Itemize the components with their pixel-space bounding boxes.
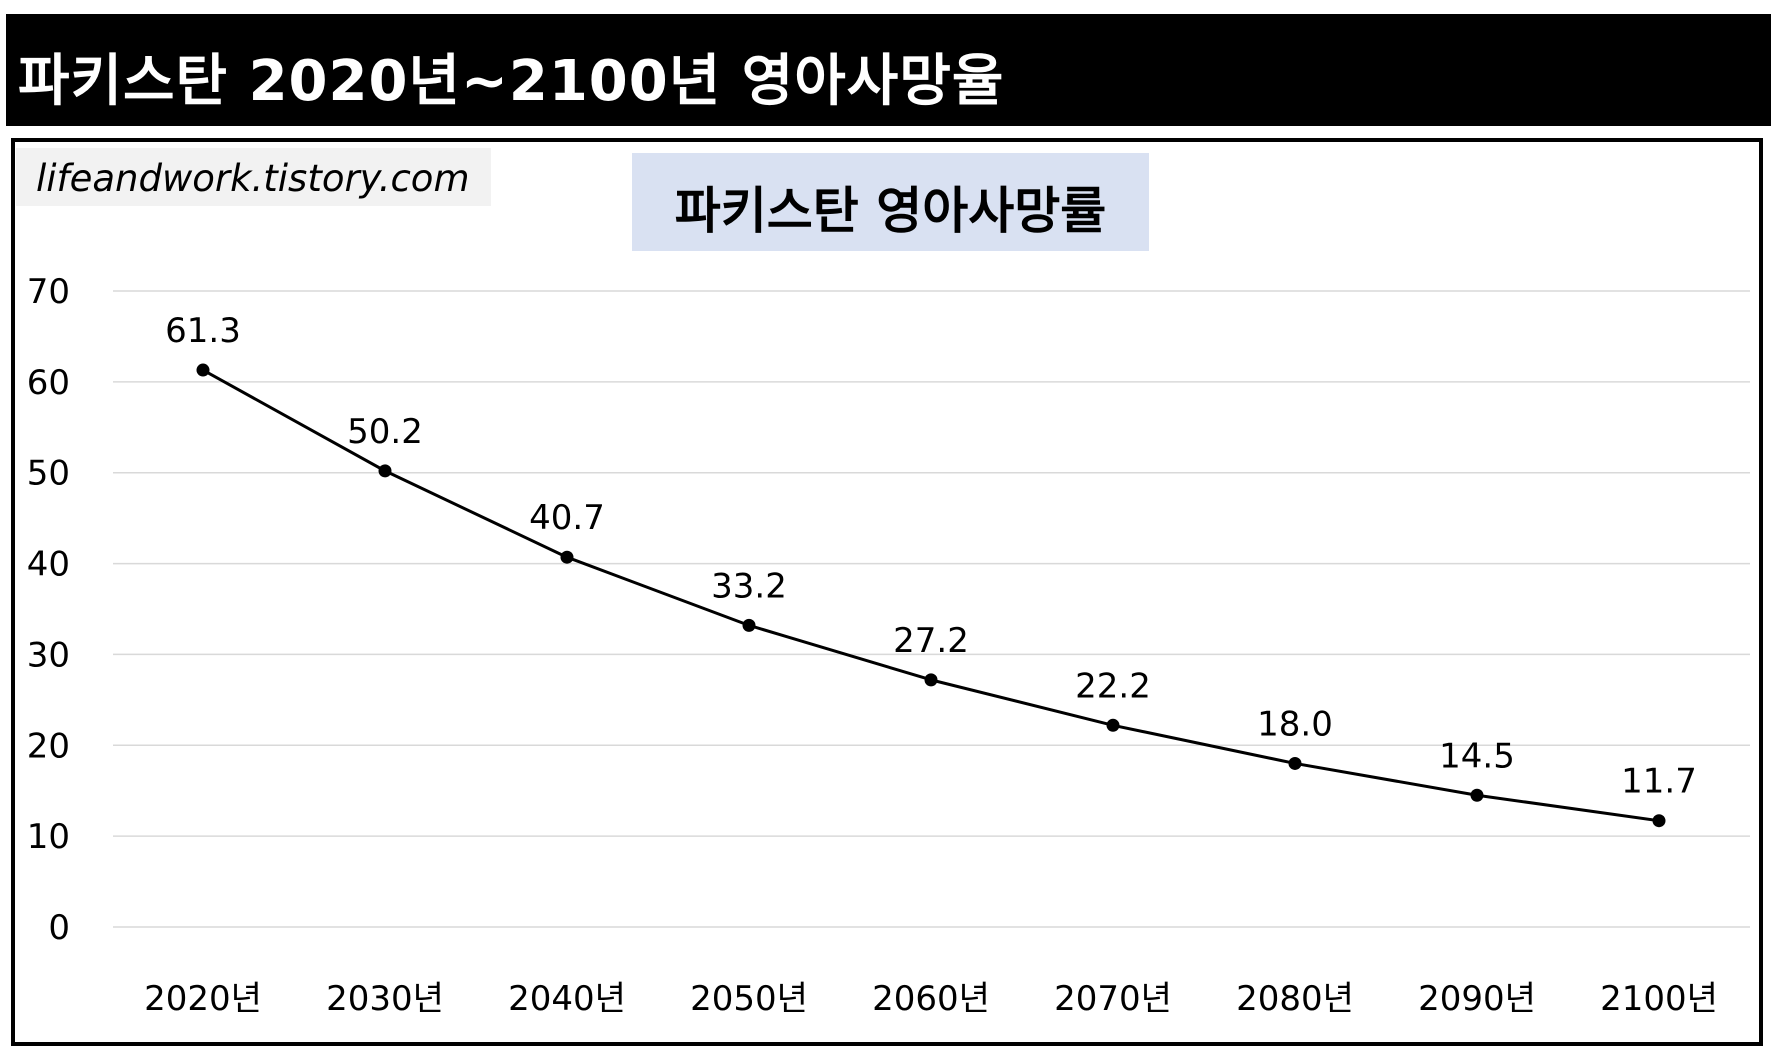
x-tick-label: 2070년 <box>1054 979 1172 1019</box>
data-point <box>924 673 938 687</box>
chart-title-box: 파키스탄 영아사망률 <box>632 153 1149 251</box>
x-tick-label: 2080년 <box>1236 979 1354 1019</box>
data-label: 11.7 <box>1621 762 1697 802</box>
x-tick-label: 2100년 <box>1600 979 1718 1019</box>
data-point <box>1470 788 1484 802</box>
chart-title: 파키스탄 영아사망률 <box>674 182 1107 240</box>
x-axis-ticks: 2020년 2030년 2040년 2050년 2060년 2070년 2080년 2090년… <box>144 979 1718 1019</box>
chart-frame <box>11 138 1763 1046</box>
x-tick-label: 2030년 <box>326 979 444 1019</box>
y-axis-ticks: 0 10 20 30 40 50 60 70 <box>27 272 70 948</box>
top-banner: 파키스탄 2020년~2100년 영아사망율 <box>6 14 1771 126</box>
data-label: 40.7 <box>529 498 605 538</box>
data-label: 22.2 <box>1075 666 1151 706</box>
y-tick-label: 40 <box>27 545 70 585</box>
data-point <box>1652 814 1666 828</box>
data-label: 33.2 <box>711 566 787 606</box>
data-point <box>1288 756 1302 770</box>
banner-title: 파키스탄 2020년~2100년 영아사망율 <box>18 49 1005 114</box>
data-label: 27.2 <box>893 621 969 661</box>
gridlines <box>113 290 1750 928</box>
y-tick-label: 20 <box>27 726 70 766</box>
y-tick-label: 50 <box>27 454 70 494</box>
data-label: 14.5 <box>1439 736 1515 776</box>
x-tick-label: 2020년 <box>144 979 262 1019</box>
x-tick-label: 2060년 <box>872 979 990 1019</box>
data-labels: 61.3 50.2 40.7 33.2 27.2 22.2 18.0 14.5 11.7 <box>165 311 1697 802</box>
data-point <box>742 618 756 632</box>
x-tick-label: 2040년 <box>508 979 626 1019</box>
data-label: 50.2 <box>347 412 423 452</box>
data-point <box>378 464 392 478</box>
data-label: 61.3 <box>165 311 241 351</box>
data-point <box>560 550 574 564</box>
data-label: 18.0 <box>1257 704 1333 744</box>
data-point <box>196 363 210 377</box>
watermark-text: lifeandwork.tistory.com <box>36 157 470 200</box>
y-tick-label: 60 <box>27 363 70 403</box>
series-line-group <box>196 363 1666 828</box>
y-tick-label: 0 <box>48 908 70 948</box>
y-tick-label: 30 <box>27 635 70 675</box>
data-point <box>1106 718 1120 732</box>
y-tick-label: 70 <box>27 272 70 312</box>
watermark-box: lifeandwork.tistory.com <box>16 148 491 206</box>
y-tick-label: 10 <box>27 817 70 857</box>
x-tick-label: 2090년 <box>1418 979 1536 1019</box>
x-tick-label: 2050년 <box>690 979 808 1019</box>
